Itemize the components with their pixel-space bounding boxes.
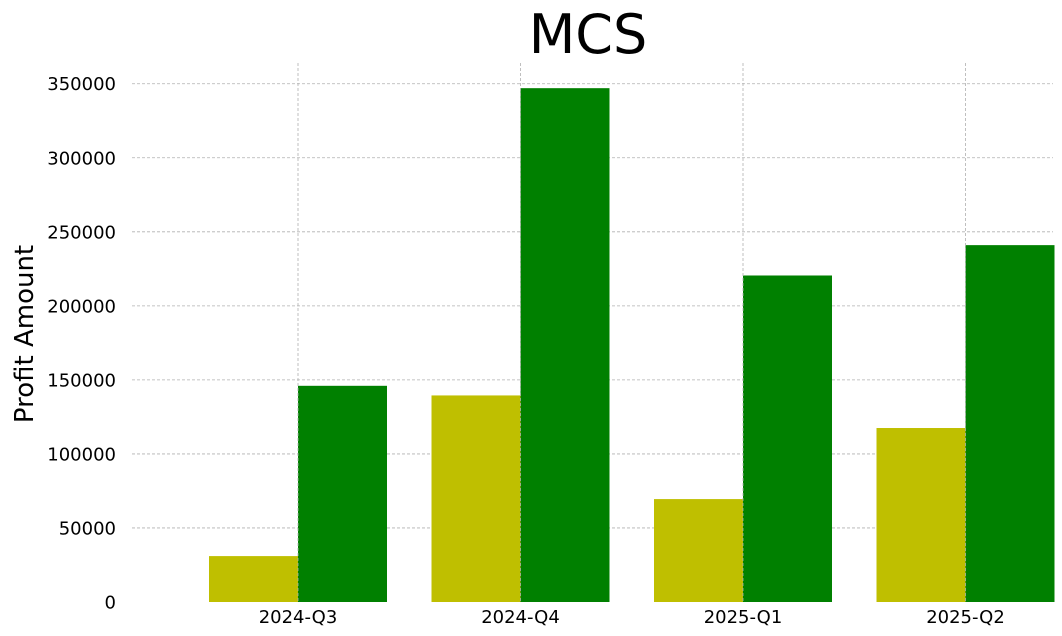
bar-1-2024-Q3 — [209, 556, 298, 602]
x-tick-label: 2025-Q2 — [926, 607, 1005, 628]
tick-layer: 0 50000 100000 150000 200000 250000 300000 3500… — [47, 74, 1005, 628]
bar-1-2025-Q1 — [654, 499, 743, 602]
y-tick-label: 200000 — [47, 296, 116, 317]
bar-2-2024-Q3 — [298, 385, 387, 602]
x-tick-label: 2024-Q4 — [481, 607, 560, 628]
y-tick-label: 250000 — [47, 222, 116, 243]
y-tick-label: 50000 — [59, 518, 116, 539]
y-tick-label: 100000 — [47, 444, 116, 465]
bar-2-2025-Q2 — [965, 245, 1055, 602]
x-tick-label: 2025-Q1 — [704, 607, 783, 628]
bar-1-2025-Q2 — [876, 428, 966, 602]
y-tick-label: 0 — [105, 593, 116, 614]
y-axis-label: Profit Amount — [10, 245, 40, 423]
x-tick-label: 2024-Q3 — [259, 607, 338, 628]
y-tick-label: 150000 — [47, 370, 116, 391]
y-tick-label: 300000 — [47, 148, 116, 169]
chart-title: MCS — [529, 3, 648, 66]
bar-1-2024-Q4 — [431, 395, 521, 602]
y-tick-label: 350000 — [47, 74, 116, 95]
bar-2-2025-Q1 — [743, 275, 832, 602]
bar-2-2024-Q4 — [520, 88, 610, 602]
bar-layer — [209, 63, 1055, 602]
